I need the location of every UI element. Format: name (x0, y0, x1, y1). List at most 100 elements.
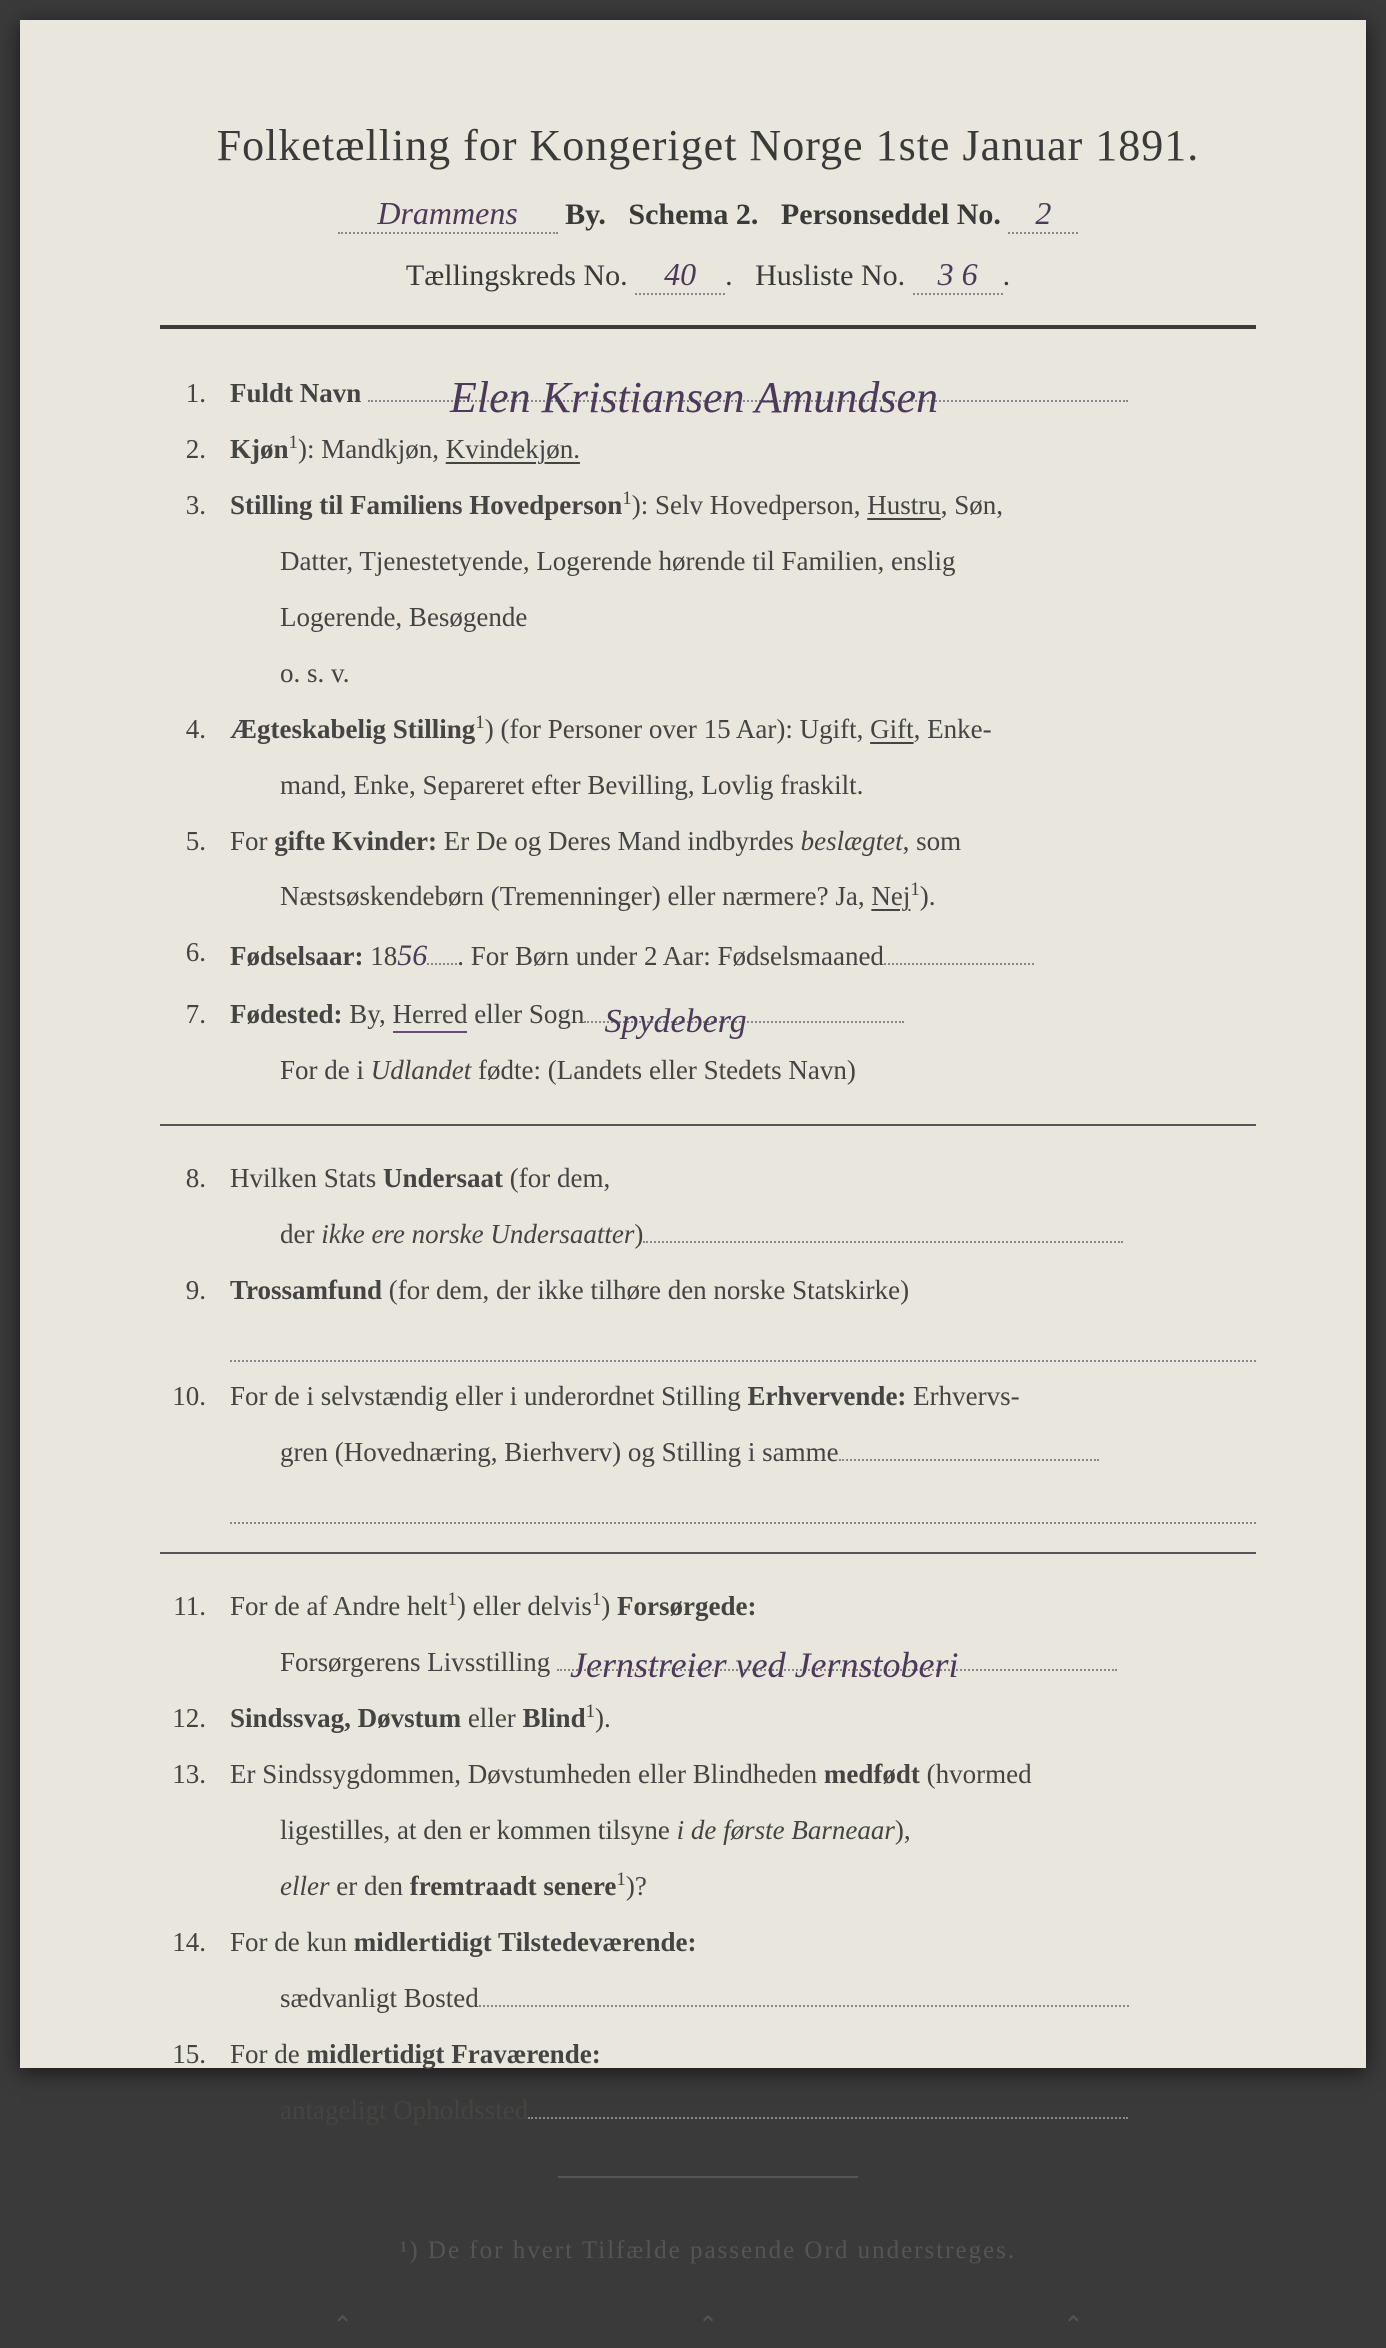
row-5-italic: beslægtet (801, 826, 903, 856)
row-3c: Logerende, Besøgende (160, 593, 1256, 643)
row-7-label: Fødested: (230, 999, 342, 1029)
row-9-line (230, 1322, 1256, 1363)
row-7b-italic: Udlandet (371, 1055, 472, 1085)
row-13: 13. Er Sindssygdommen, Døvstumheden elle… (160, 1750, 1256, 1800)
row-4-label: Ægteskabelig Stilling (230, 714, 475, 744)
row-7-text1: By, (342, 999, 392, 1029)
row-3-label: Stilling til Familiens Hovedperson (230, 490, 622, 520)
husliste-label: Husliste No. (755, 259, 905, 292)
census-form-page: Folketælling for Kongeriget Norge 1ste J… (20, 20, 1366, 2068)
binding-marks: ⌃ ⌃ ⌃ (160, 2304, 1256, 2348)
row-12-text2: ). (595, 1703, 611, 1733)
subtitle-1: Drammens By. Schema 2. Personseddel No. … (160, 195, 1256, 234)
row-7: 7. Fødested: By, Herred eller SognSpydeb… (160, 990, 1256, 1040)
row-9-text: (for dem, der ikke tilhøre den norske St… (382, 1275, 909, 1305)
rule-after-10 (160, 1552, 1256, 1554)
row-7-hw: Spydeberg (604, 991, 746, 1054)
row-13b: ligestilles, at den er kommen tilsyne i … (160, 1806, 1256, 1856)
by-handwriting: Drammens (377, 195, 517, 232)
rule-after-7 (160, 1124, 1256, 1126)
row-2-text: : Mandkjøn, (307, 434, 446, 464)
row-9-num: 9. (160, 1266, 230, 1316)
row-8b-text2: ) (634, 1219, 643, 1249)
row-3-num: 3. (160, 481, 230, 531)
row-5-text3: , som (903, 826, 962, 856)
row-2-label: Kjøn (230, 434, 289, 464)
kreds-no: 40 (664, 256, 696, 293)
row-7-text2: eller Sogn (467, 999, 584, 1029)
row-15: 15. For de midlertidigt Fraværende: (160, 2030, 1256, 2080)
row-6-text2: . For Børn under 2 Aar: Fødselsmaaned (457, 941, 884, 971)
mark-icon: ⌃ (333, 2304, 353, 2348)
row-8b-text1: der (280, 1219, 321, 1249)
row-11b: Forsørgerens Livsstilling Jernstreier ve… (160, 1638, 1256, 1688)
row-15-label: midlertidigt Fraværende: (307, 2039, 601, 2069)
row-2-num: 2. (160, 425, 230, 475)
row-14-label: midlertidigt Tilstedeværende: (354, 1927, 697, 1957)
row-13c-italic: eller (280, 1871, 329, 1901)
seddel-label: Personseddel No. (781, 198, 1001, 231)
row-6-label: Fødselsaar: (230, 941, 363, 971)
row-4-text2: , Enke- (914, 714, 992, 744)
row-13-label: medfødt (824, 1759, 920, 1789)
header-rule (160, 325, 1256, 329)
row-6-num: 6. (160, 928, 230, 984)
row-5: 5. For gifte Kvinder: Er De og Deres Man… (160, 817, 1256, 867)
row-11b-hw: Jernstreier ved Jernstoberi (570, 1632, 959, 1699)
row-6-text1: 18 (363, 941, 397, 971)
row-2-selected: Kvindekjøn. (446, 434, 580, 464)
row-13c-text1: er den (329, 1871, 409, 1901)
row-5-label: gifte Kvinder: (274, 826, 437, 856)
footnote: ¹) De for hvert Tilfælde passende Ord un… (160, 2228, 1256, 2274)
row-5b-text2: ). (920, 881, 936, 911)
row-12-label1: Sindssvag, Døvstum (230, 1703, 461, 1733)
row-12-text: eller (461, 1703, 522, 1733)
row-1: 1. Fuldt Navn Elen Kristiansen Amundsen (160, 369, 1256, 419)
row-8-text1: Hvilken Stats (230, 1163, 383, 1193)
row-13c: eller er den fremtraadt senere1)? (160, 1862, 1256, 1912)
row-8-num: 8. (160, 1154, 230, 1204)
row-8b-italic: ikke ere norske Undersaatter (321, 1219, 634, 1249)
subtitle-2: Tællingskreds No. 40. Husliste No. 3 6. (160, 256, 1256, 295)
mark-icon: ⌃ (1063, 2304, 1083, 2348)
husliste-no: 3 6 (938, 256, 978, 293)
row-10-num: 10. (160, 1372, 230, 1422)
row-13c-label: fremtraadt senere (410, 1871, 617, 1901)
row-9: 9. Trossamfund (for dem, der ikke tilhør… (160, 1266, 1256, 1316)
seddel-no: 2 (1035, 195, 1051, 232)
row-15b-text: antageligt Opholdssted (280, 2095, 528, 2125)
row-5-num: 5. (160, 817, 230, 867)
row-15b: antageligt Opholdssted (160, 2086, 1256, 2136)
row-11-text2: ) eller delvis (457, 1591, 592, 1621)
row-3d: o. s. v. (160, 649, 1256, 699)
row-7b-text1: For de i (280, 1055, 371, 1085)
row-15-text1: For de (230, 2039, 307, 2069)
row-10: 10. For de i selvstændig eller i underor… (160, 1372, 1256, 1422)
row-10-label: Erhvervende: (747, 1381, 906, 1411)
form-title: Folketælling for Kongeriget Norge 1ste J… (160, 120, 1256, 171)
row-14b-text: sædvanligt Bosted (280, 1983, 479, 2013)
row-5b-text1: Næstsøskendebørn (Tremenninger) eller næ… (280, 881, 871, 911)
row-4-text1: ) (for Personer over 15 Aar): Ugift, (485, 714, 870, 744)
form-body: 1. Fuldt Navn Elen Kristiansen Amundsen … (160, 369, 1256, 2348)
row-13b-text2: ), (895, 1815, 911, 1845)
row-12-label2: Blind (523, 1703, 586, 1733)
kreds-label: Tællingskreds No. (406, 259, 628, 292)
row-5-text1: For (230, 826, 274, 856)
row-4-num: 4. (160, 705, 230, 755)
row-13b-text1: ligestilles, at den er kommen tilsyne (280, 1815, 677, 1845)
row-8b: der ikke ere norske Undersaatter) (160, 1210, 1256, 1260)
row-15-num: 15. (160, 2030, 230, 2080)
row-14: 14. For de kun midlertidigt Tilstedevære… (160, 1918, 1256, 1968)
row-6-hw: 56 (397, 928, 427, 984)
row-14-text1: For de kun (230, 1927, 354, 1957)
form-header: Folketælling for Kongeriget Norge 1ste J… (160, 120, 1256, 329)
row-3-text2: , Søn, (941, 490, 1003, 520)
row-4-selected: Gift (870, 714, 914, 744)
row-7-selected: Herred (393, 999, 468, 1033)
row-4b: mand, Enke, Separeret efter Bevilling, L… (160, 761, 1256, 811)
row-11-text3: ) (601, 1591, 617, 1621)
row-8-label: Undersaat (383, 1163, 503, 1193)
schema-label: Schema 2. (628, 198, 758, 231)
row-3: 3. Stilling til Familiens Hovedperson1):… (160, 481, 1256, 531)
